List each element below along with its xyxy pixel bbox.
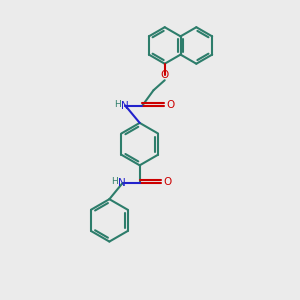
Text: O: O: [163, 177, 172, 187]
Text: N: N: [118, 178, 126, 188]
Text: H: H: [114, 100, 120, 109]
Text: N: N: [121, 100, 129, 110]
Text: H: H: [111, 177, 118, 186]
Text: O: O: [160, 70, 169, 80]
Text: O: O: [166, 100, 174, 110]
